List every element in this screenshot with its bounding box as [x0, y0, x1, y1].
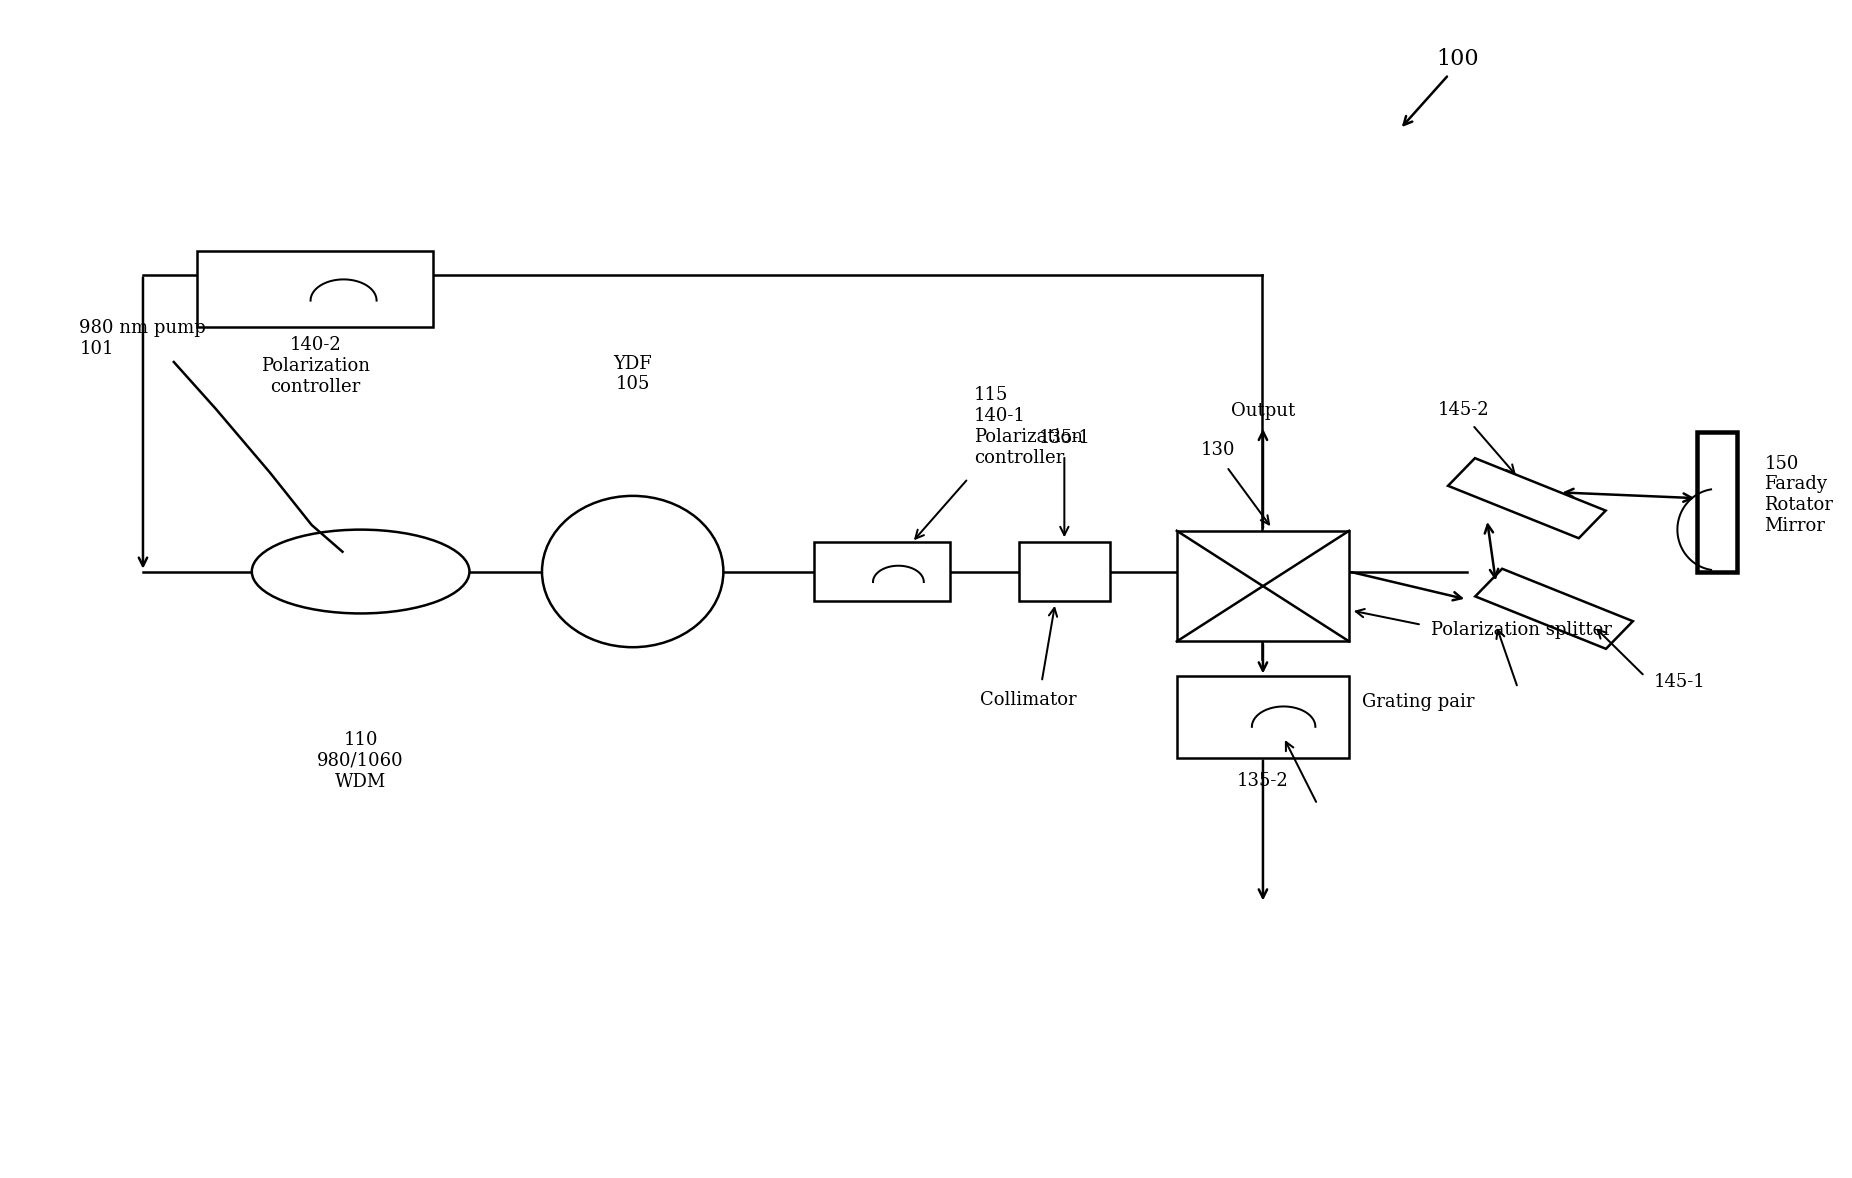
Ellipse shape [252, 530, 469, 614]
Text: Polarization splitter: Polarization splitter [1432, 621, 1611, 640]
Text: 135-1: 135-1 [1039, 429, 1091, 446]
Text: 145-1: 145-1 [1654, 673, 1706, 691]
Text: 150
Farady
Rotator
Mirror: 150 Farady Rotator Mirror [1765, 455, 1833, 535]
Text: 145-2: 145-2 [1437, 401, 1489, 419]
Text: Output: Output [1232, 402, 1295, 421]
Polygon shape [1448, 458, 1606, 538]
Text: YDF
105: YDF 105 [613, 355, 652, 393]
Text: 980 nm pump
101: 980 nm pump 101 [80, 319, 206, 358]
Bar [1176, 676, 1348, 757]
Bar [1696, 432, 1737, 571]
Bar [198, 251, 433, 327]
Bar [1176, 531, 1348, 641]
Text: 140-2
Polarization
controller: 140-2 Polarization controller [261, 337, 370, 396]
Bar [1019, 542, 1109, 601]
Text: 100: 100 [1437, 48, 1480, 71]
Text: 110
980/1060
WDM: 110 980/1060 WDM [317, 732, 404, 790]
Text: Collimator: Collimator [980, 691, 1076, 709]
Bar [815, 542, 950, 601]
Text: 135-2: 135-2 [1237, 772, 1289, 789]
Ellipse shape [543, 496, 724, 647]
Text: 115
140-1
Polarization
controller: 115 140-1 Polarization controller [974, 386, 1083, 466]
Text: 130: 130 [1200, 441, 1235, 458]
Text: Grating pair: Grating pair [1361, 693, 1474, 710]
Polygon shape [1476, 569, 1633, 649]
